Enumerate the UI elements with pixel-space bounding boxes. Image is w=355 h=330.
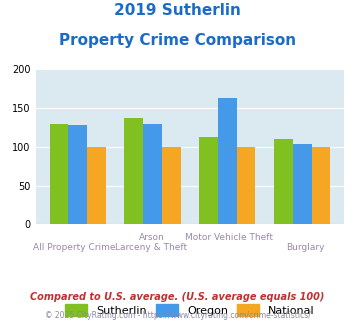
Bar xyxy=(87,147,106,224)
Text: Compared to U.S. average. (U.S. average equals 100): Compared to U.S. average. (U.S. average … xyxy=(30,292,325,302)
Text: Burglary: Burglary xyxy=(286,243,325,251)
Text: Larceny & Theft: Larceny & Theft xyxy=(115,243,187,251)
Bar xyxy=(50,124,68,224)
Bar xyxy=(143,124,162,224)
Text: 2019 Sutherlin: 2019 Sutherlin xyxy=(114,3,241,18)
Text: Motor Vehicle Theft: Motor Vehicle Theft xyxy=(185,233,273,242)
Bar xyxy=(237,147,256,224)
Bar xyxy=(68,125,87,224)
Text: All Property Crime: All Property Crime xyxy=(33,243,115,251)
Bar xyxy=(124,118,143,224)
Text: Arson: Arson xyxy=(138,233,164,242)
Bar xyxy=(293,144,312,224)
Bar xyxy=(199,137,218,224)
Bar xyxy=(274,139,293,224)
Text: Property Crime Comparison: Property Crime Comparison xyxy=(59,33,296,48)
Legend: Sutherlin, Oregon, National: Sutherlin, Oregon, National xyxy=(61,300,319,320)
Bar xyxy=(162,147,181,224)
Bar xyxy=(218,98,237,224)
Text: © 2025 CityRating.com - https://www.cityrating.com/crime-statistics/: © 2025 CityRating.com - https://www.city… xyxy=(45,311,310,320)
Bar xyxy=(312,147,330,224)
